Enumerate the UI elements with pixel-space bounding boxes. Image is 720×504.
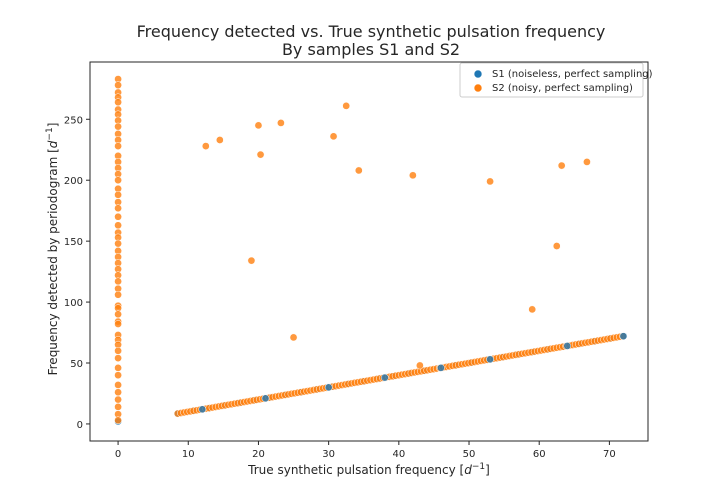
s2-point — [114, 204, 122, 213]
s1-point — [619, 332, 628, 341]
y-tick-label: 150 — [64, 237, 83, 248]
s2-point — [247, 256, 256, 265]
s2-point — [216, 136, 224, 144]
s2-point — [114, 395, 122, 404]
x-tick-label: 20 — [252, 449, 265, 460]
axes-frame — [89, 61, 649, 442]
legend-label-s1: S1 (noiseless, perfect sampling) — [492, 69, 653, 80]
s2-point — [354, 166, 363, 175]
s2-point — [114, 346, 122, 355]
s2-point — [114, 81, 122, 90]
s1-point — [437, 364, 445, 372]
s2-point — [552, 242, 561, 250]
y-tick-label: 200 — [64, 176, 83, 187]
chart-title-line-2: By samples S1 and S2 — [282, 40, 460, 59]
s2-point — [329, 132, 338, 141]
s2-point — [528, 305, 537, 314]
s2-point — [114, 371, 122, 380]
s2-point — [114, 142, 122, 150]
s2-point — [114, 364, 122, 372]
axis-ticks: 0 10 20 30 40 50 60 70 0 50 100 150 200 250 — [64, 115, 616, 460]
s1-point — [324, 383, 333, 392]
s2-point — [254, 121, 263, 130]
legend-marker-s1 — [473, 69, 483, 79]
s2-point — [201, 142, 210, 150]
s2-point — [557, 161, 566, 170]
s1-point — [563, 342, 572, 350]
y-tick-label: 0 — [77, 420, 83, 431]
s2-point — [114, 239, 122, 248]
s2-point — [114, 403, 122, 411]
s2-point — [277, 119, 285, 127]
s2-point — [409, 171, 417, 180]
y-axis-label: Frequency detected by periodogram [d−1] — [45, 123, 60, 376]
s2-point — [114, 190, 122, 199]
s2-point — [114, 221, 122, 230]
s2-point — [114, 310, 122, 319]
s2-point — [416, 361, 424, 370]
s1-point — [261, 394, 270, 403]
s2-point — [114, 98, 122, 107]
s2-point — [289, 333, 298, 342]
s1-point — [486, 355, 494, 364]
s2-point — [342, 102, 351, 110]
legend: S1 (noiseless, perfect sampling) S2 (noi… — [459, 62, 653, 98]
y-tick-label: 50 — [70, 359, 83, 370]
s2-point — [114, 381, 122, 389]
s2-point — [114, 290, 122, 299]
s2-point — [114, 388, 122, 397]
x-tick-label: 0 — [115, 449, 121, 460]
y-tick-label: 250 — [64, 115, 83, 126]
legend-box — [459, 62, 644, 98]
y-tick-label: 100 — [64, 298, 83, 309]
x-tick-label: 70 — [603, 449, 616, 460]
chart-title-line-1: Frequency detected vs. True synthetic pu… — [137, 22, 606, 41]
legend-marker-s2 — [473, 83, 483, 93]
x-tick-label: 30 — [322, 449, 335, 460]
s2-point — [114, 122, 122, 131]
x-tick-label: 60 — [533, 449, 546, 460]
x-tick-label: 40 — [392, 449, 405, 460]
s1-point — [198, 405, 207, 414]
x-axis-label: True synthetic pulsation frequency [d−1] — [247, 462, 490, 477]
x-tick-label: 50 — [463, 449, 476, 460]
s2-point — [583, 158, 591, 166]
s2-point — [114, 416, 122, 425]
legend-label-s2: S2 (noisy, perfect sampling) — [492, 83, 633, 94]
x-tick-label: 10 — [182, 449, 195, 460]
s2-point — [114, 176, 122, 185]
plot-area — [114, 75, 628, 426]
s2-point — [256, 150, 265, 159]
s2-point — [114, 212, 122, 221]
s2-point — [114, 320, 122, 328]
s2-point — [114, 354, 122, 362]
s1-point — [380, 373, 389, 382]
s2-point — [486, 177, 494, 186]
s2-point — [114, 277, 122, 286]
